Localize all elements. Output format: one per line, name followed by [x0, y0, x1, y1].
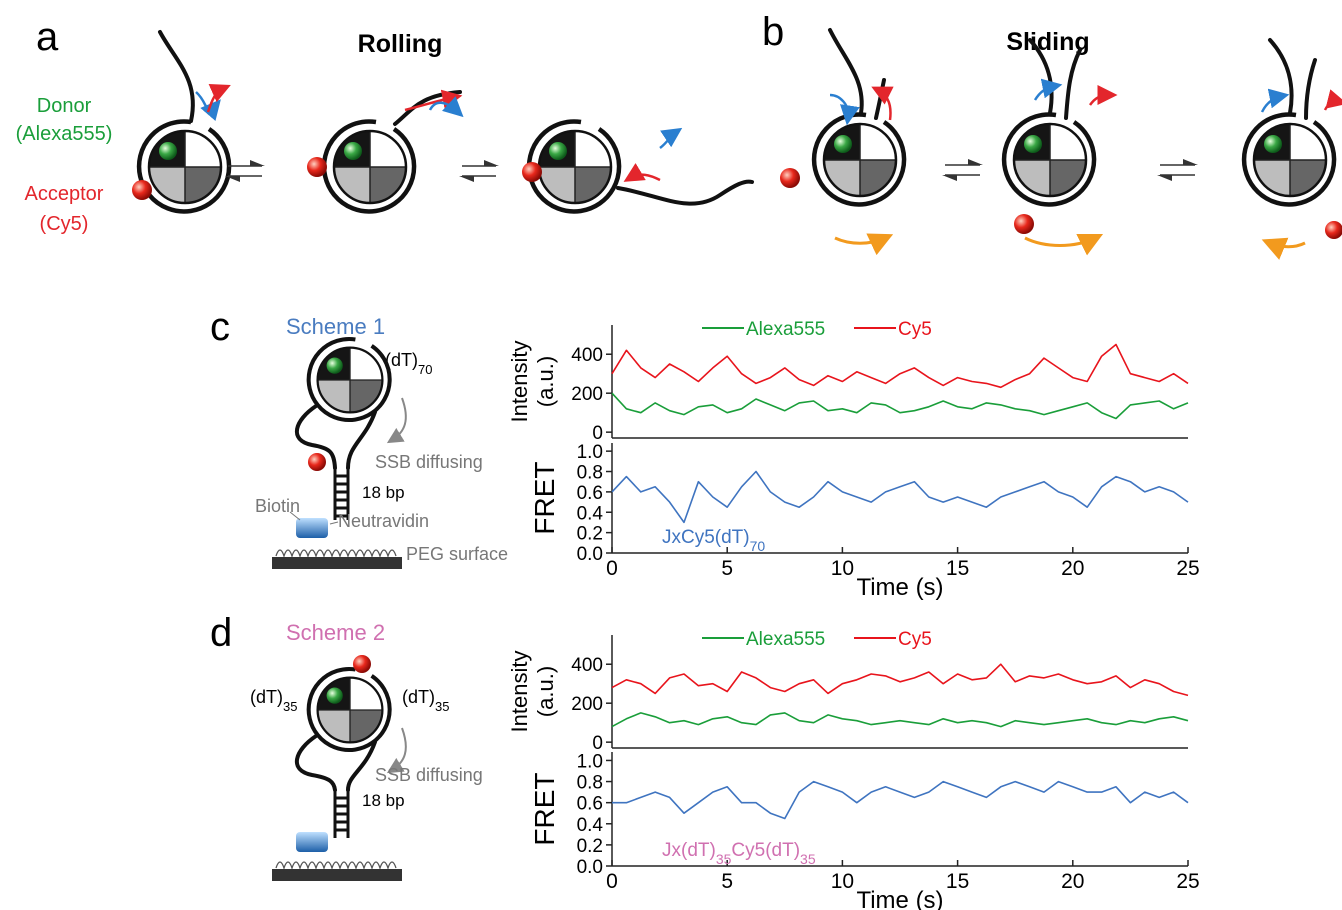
panel-label: a: [36, 15, 59, 59]
x-tick-label: 25: [1176, 870, 1199, 893]
x-tick-label: 10: [831, 870, 854, 893]
annotation: JxCy5(dT)70: [662, 527, 765, 554]
x-tick-label: 5: [721, 870, 733, 893]
panel-label: b: [762, 10, 784, 54]
y-axis-label: Intensity: [507, 651, 532, 733]
annotation: Jx(dT)35Cy5(dT)35: [662, 840, 816, 867]
x-tick-label: 15: [946, 870, 969, 893]
data-line: [611, 712, 1189, 728]
x-tick-label: 5: [721, 557, 733, 580]
y-tick-label: 0.6: [577, 794, 603, 815]
title-sliding: Sliding: [1006, 28, 1089, 56]
y-tick-label: 1.0: [577, 751, 603, 772]
y-tick-label: 400: [571, 655, 603, 676]
y-tick-label: 0.4: [577, 503, 604, 524]
annotation-part: Cy5(dT): [731, 840, 800, 861]
y-axis-label: Intensity: [507, 341, 532, 423]
dt-sub: 35: [283, 699, 297, 714]
x-tick-label: 10: [831, 557, 854, 580]
x-tick-label: 0: [606, 557, 618, 580]
panel-label: c: [210, 305, 230, 349]
y-tick-label: 0.4: [577, 815, 604, 836]
y-tick-label: 0.6: [577, 483, 603, 504]
rolling-diagram: [132, 30, 754, 211]
x-tick-label: 20: [1061, 557, 1084, 580]
acceptor-label: Acceptor: [25, 183, 104, 205]
sliding-diagram: [780, 28, 1342, 260]
y-axis-label: (a.u.): [533, 666, 558, 717]
annotation-part: 35: [716, 851, 732, 867]
dt-text: (dT): [250, 687, 283, 707]
ssb-diffusing: SSB diffusing: [375, 452, 483, 472]
y-tick-label: 400: [571, 345, 603, 366]
legend-label: Alexa555: [746, 319, 825, 340]
dt-label: (dT)70: [385, 350, 432, 377]
neutravidin-label: Neutravidin: [338, 511, 429, 531]
x-axis-label: Time (s): [856, 574, 943, 601]
donor-dye: (Alexa555): [16, 123, 113, 145]
y-tick-label: 200: [571, 384, 603, 405]
scheme-title: Scheme 1: [286, 314, 385, 339]
y-tick-label: 200: [571, 694, 603, 715]
biotin-label: Biotin: [255, 496, 300, 516]
x-tick-label: 15: [946, 557, 969, 580]
surface-label: PEG surface: [406, 544, 508, 564]
dt-text: (dT): [402, 687, 435, 707]
y-axis-label: FRET: [529, 461, 560, 534]
dt-text: (dT): [385, 350, 418, 370]
data-line: [611, 470, 1189, 524]
title-rolling: Rolling: [358, 30, 443, 58]
x-tick-label: 25: [1176, 557, 1199, 580]
y-tick-label: 0.2: [577, 524, 603, 545]
panel-label: d: [210, 611, 232, 655]
legend-label: Cy5: [898, 319, 932, 340]
y-tick-label: 0: [592, 423, 603, 444]
scheme2-diagram: [272, 655, 407, 881]
y-tick-label: 0.0: [577, 857, 603, 878]
y-axis-label: FRET: [529, 772, 560, 845]
y-tick-label: 0.8: [577, 463, 603, 484]
x-tick-label: 20: [1061, 870, 1084, 893]
ssb-diffusing: SSB diffusing: [375, 765, 483, 785]
annotation-part: JxCy5(dT): [662, 527, 750, 548]
dt-sub: 35: [435, 699, 449, 714]
acceptor-dye: (Cy5): [40, 213, 89, 235]
annotation-part: 35: [800, 851, 816, 867]
dt-left-label: (dT)35: [250, 687, 297, 714]
annotation-part: Jx(dT): [662, 840, 716, 861]
dt-sub: 70: [418, 362, 432, 377]
y-axis-label: (a.u.): [533, 356, 558, 407]
y-tick-label: 0.0: [577, 544, 603, 565]
data-line: [611, 663, 1189, 697]
dt-right-label: (dT)35: [402, 687, 449, 714]
bp-label: 18 bp: [362, 791, 405, 810]
legend-label: Alexa555: [746, 629, 825, 650]
bp-label: 18 bp: [362, 483, 405, 502]
scheme-title: Scheme 2: [286, 620, 385, 645]
data-line: [611, 392, 1189, 420]
scheme1-diagram: [272, 339, 407, 569]
y-tick-label: 1.0: [577, 442, 603, 463]
x-axis-label: Time (s): [856, 887, 943, 910]
annotation-part: 70: [750, 538, 766, 554]
donor-label: Donor: [37, 95, 92, 117]
data-line: [612, 780, 1189, 820]
y-tick-label: 0: [592, 733, 603, 754]
y-tick-label: 0.2: [577, 836, 603, 857]
y-tick-label: 0.8: [577, 773, 603, 794]
legend-label: Cy5: [898, 629, 932, 650]
x-tick-label: 0: [606, 870, 618, 893]
data-line: [611, 343, 1189, 389]
